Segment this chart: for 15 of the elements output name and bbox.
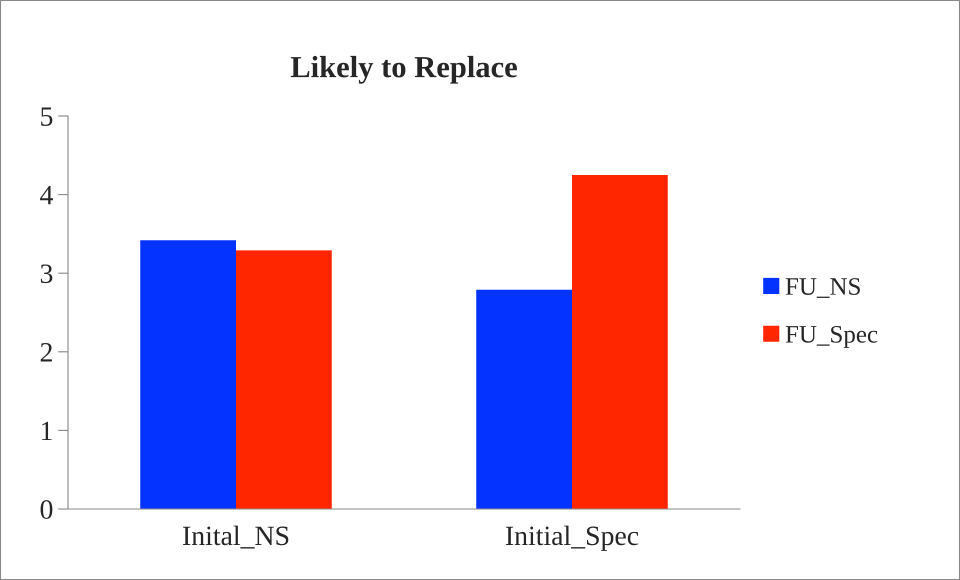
y-tick-label: 5 xyxy=(41,107,52,126)
legend-label: FU_Spec xyxy=(786,326,878,348)
bar xyxy=(140,240,236,509)
y-tick-label: 0 xyxy=(40,500,52,519)
y-tick-label: 4 xyxy=(40,186,53,204)
bar xyxy=(572,174,668,509)
y-tick-label: 3 xyxy=(40,264,52,284)
bar xyxy=(236,250,332,509)
legend-label: FU_NS xyxy=(786,278,860,298)
x-tick-label: Initial_Spec xyxy=(506,526,638,551)
y-tick-label: 2 xyxy=(40,343,52,362)
y-tick-label: 1 xyxy=(42,422,52,440)
chart-title: Likely to Replace xyxy=(290,56,517,84)
bar xyxy=(476,290,572,509)
x-tick-label: Inital_NS xyxy=(182,526,288,549)
